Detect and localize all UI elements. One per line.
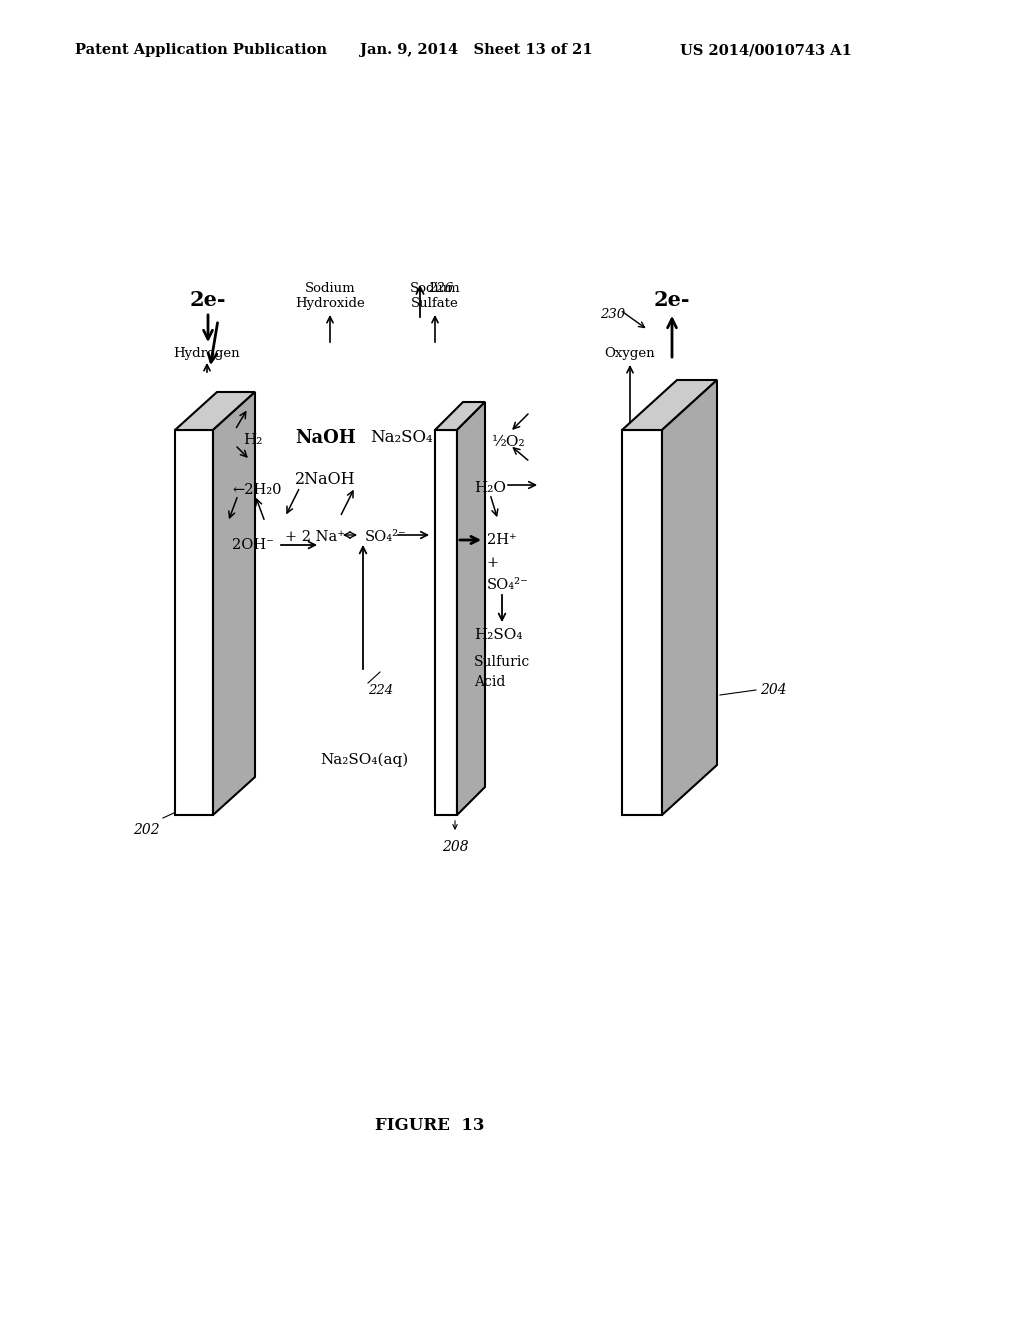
Text: 204: 204 — [760, 682, 786, 697]
Text: Hydrogen: Hydrogen — [174, 347, 241, 360]
Polygon shape — [435, 403, 485, 430]
Text: 224: 224 — [368, 684, 393, 697]
Text: US 2014/0010743 A1: US 2014/0010743 A1 — [680, 44, 852, 57]
Text: +: + — [487, 556, 499, 570]
Text: 202: 202 — [133, 822, 160, 837]
Text: Patent Application Publication: Patent Application Publication — [75, 44, 327, 57]
Polygon shape — [622, 430, 662, 814]
Text: Jan. 9, 2014   Sheet 13 of 21: Jan. 9, 2014 Sheet 13 of 21 — [360, 44, 593, 57]
Text: Sodium
Sulfate: Sodium Sulfate — [410, 282, 461, 310]
Text: Sulfuric: Sulfuric — [474, 655, 530, 669]
Polygon shape — [457, 403, 485, 814]
Text: ½O₂: ½O₂ — [492, 436, 525, 449]
Text: 226: 226 — [428, 282, 454, 294]
Text: 2H⁺: 2H⁺ — [487, 533, 517, 546]
Polygon shape — [622, 380, 717, 430]
Polygon shape — [435, 430, 457, 814]
Text: 2e-: 2e- — [189, 290, 226, 310]
Text: Oxygen: Oxygen — [605, 347, 655, 360]
Polygon shape — [175, 392, 255, 430]
Text: H₂: H₂ — [243, 433, 262, 447]
Text: SO₄²⁻: SO₄²⁻ — [365, 531, 407, 544]
Polygon shape — [175, 430, 213, 814]
Text: Sodium
Hydroxide: Sodium Hydroxide — [295, 282, 365, 310]
Text: + 2 Na⁺: + 2 Na⁺ — [285, 531, 345, 544]
Text: 230: 230 — [600, 309, 625, 322]
Text: H₂O: H₂O — [474, 480, 506, 495]
Text: 2OH⁻: 2OH⁻ — [232, 539, 273, 552]
Text: Na₂SO₄: Na₂SO₄ — [370, 429, 432, 446]
Text: 2e-: 2e- — [653, 290, 690, 310]
Text: 2NaOH: 2NaOH — [295, 471, 355, 488]
Text: ←2H₂0: ←2H₂0 — [232, 483, 282, 498]
Polygon shape — [662, 380, 717, 814]
Text: NaOH: NaOH — [295, 429, 355, 447]
Text: H₂SO₄: H₂SO₄ — [474, 628, 522, 642]
Text: Acid: Acid — [474, 675, 506, 689]
Text: FIGURE  13: FIGURE 13 — [375, 1117, 484, 1134]
Text: 208: 208 — [441, 840, 468, 854]
Text: SO₄²⁻: SO₄²⁻ — [487, 578, 528, 591]
Polygon shape — [213, 392, 255, 814]
Text: Na₂SO₄(aq): Na₂SO₄(aq) — [319, 752, 409, 767]
